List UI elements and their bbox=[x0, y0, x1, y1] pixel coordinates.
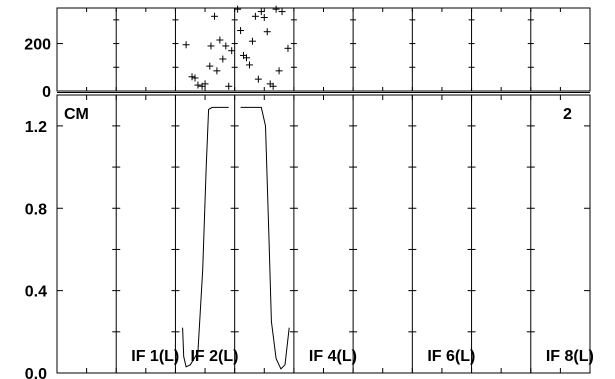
scatter-point bbox=[194, 81, 202, 89]
bottom-y-tick-label: 0.0 bbox=[25, 366, 47, 379]
scatter-point bbox=[201, 80, 209, 88]
scatter-point bbox=[260, 13, 268, 21]
scatter-point bbox=[216, 36, 224, 44]
bottom-y-tick-label: 0.8 bbox=[25, 201, 47, 218]
scatter-point bbox=[248, 37, 256, 45]
scatter-point bbox=[225, 82, 233, 90]
scatter-point bbox=[228, 47, 236, 55]
scatter-point bbox=[254, 75, 262, 83]
series-line bbox=[182, 106, 229, 368]
if-label: IF 4(L) bbox=[309, 348, 357, 365]
scatter-point bbox=[206, 62, 214, 70]
if-label: IF 1(L) bbox=[131, 348, 179, 365]
scatter-point bbox=[219, 55, 227, 63]
bottom-y-tick-label: 1.2 bbox=[25, 119, 47, 136]
scatter-point bbox=[191, 74, 199, 82]
scatter-point bbox=[211, 12, 219, 20]
page-number: 2 bbox=[563, 106, 572, 123]
scatter-point bbox=[213, 67, 221, 75]
scatter-point bbox=[237, 27, 245, 35]
scatter-point bbox=[284, 44, 292, 52]
scatter-point bbox=[269, 82, 277, 90]
scatter-point bbox=[234, 5, 242, 13]
scatter-point bbox=[182, 41, 190, 49]
top-y-tick-label: 0 bbox=[42, 84, 51, 101]
if-label: IF 6(L) bbox=[427, 348, 475, 365]
scatter-point bbox=[207, 42, 215, 50]
scatter-point bbox=[188, 73, 196, 81]
bottom-frame bbox=[56, 94, 591, 374]
if-label: IF 8(L) bbox=[546, 348, 594, 365]
scatter-point bbox=[222, 42, 230, 50]
scatter-point bbox=[272, 5, 280, 13]
scatter-point bbox=[243, 54, 251, 62]
bottom-panel: 0.0 0.4 0.8 1.2 IF 1(L) IF 2(L) IF 4(L) IF 6(L)… bbox=[25, 94, 594, 379]
scatter-point bbox=[275, 67, 283, 75]
if-label: IF 2(L) bbox=[190, 348, 238, 365]
scatter-point bbox=[257, 8, 265, 16]
panel-label: CM bbox=[64, 106, 89, 123]
scatter-point bbox=[245, 61, 253, 69]
top-panel: 0 200 bbox=[24, 5, 591, 101]
scatter-point bbox=[278, 8, 286, 16]
top-y-tick-label: 200 bbox=[24, 37, 51, 54]
series-line bbox=[240, 106, 290, 370]
scatter-point bbox=[263, 28, 271, 36]
bottom-y-tick-label: 0.4 bbox=[25, 284, 47, 301]
scatter-point bbox=[251, 12, 259, 20]
top-frame bbox=[56, 7, 591, 92]
